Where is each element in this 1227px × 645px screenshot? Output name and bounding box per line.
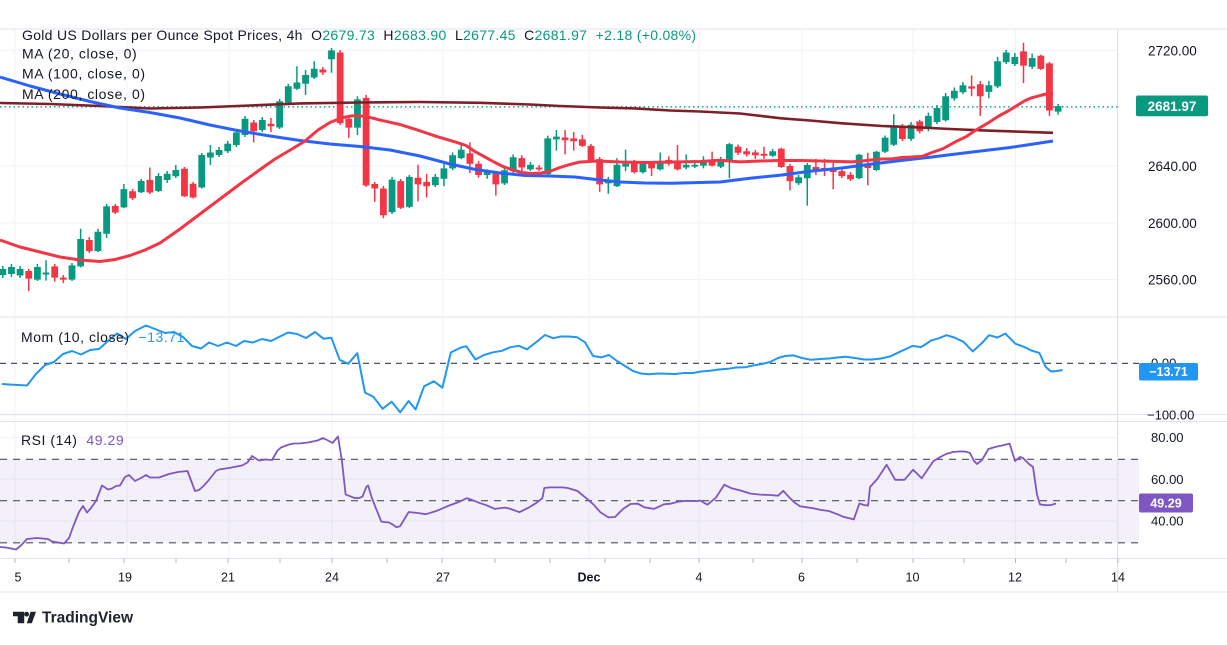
svg-text:Mom (10, close) −13.71: Mom (10, close) −13.71 [21,329,185,345]
svg-text:2640.00: 2640.00 [1148,159,1197,174]
svg-text:Dec: Dec [578,571,601,585]
svg-text:80.00: 80.00 [1151,430,1184,445]
svg-text:49.29: 49.29 [1150,497,1181,511]
svg-text:40.00: 40.00 [1151,514,1184,529]
svg-text:Gold US Dollars per Ounce Spot: Gold US Dollars per Ounce Spot Prices, 4… [22,27,696,43]
svg-text:60.00: 60.00 [1151,472,1184,487]
svg-text:RSI (14) 49.29: RSI (14) 49.29 [21,432,124,448]
svg-text:21: 21 [221,571,235,585]
svg-text:24: 24 [325,571,339,585]
svg-text:TradingView: TradingView [42,609,134,626]
svg-text:−13.71: −13.71 [1149,365,1188,379]
svg-text:MA (200, close, 0): MA (200, close, 0) [22,86,146,102]
svg-text:14: 14 [1111,571,1125,585]
svg-text:4: 4 [696,571,703,585]
svg-text:5: 5 [15,571,22,585]
svg-text:MA (100, close, 0): MA (100, close, 0) [22,66,146,82]
svg-text:2720.00: 2720.00 [1148,43,1197,58]
svg-text:2681.97: 2681.97 [1148,99,1197,114]
svg-text:27: 27 [436,571,450,585]
svg-text:6: 6 [798,571,805,585]
svg-text:2560.00: 2560.00 [1148,272,1197,287]
svg-text:−100.00: −100.00 [1147,408,1194,423]
svg-text:12: 12 [1008,571,1022,585]
svg-text:10: 10 [906,571,920,585]
svg-text:MA (20, close, 0): MA (20, close, 0) [22,46,137,62]
svg-text:19: 19 [118,571,132,585]
svg-text:2600.00: 2600.00 [1148,216,1197,231]
